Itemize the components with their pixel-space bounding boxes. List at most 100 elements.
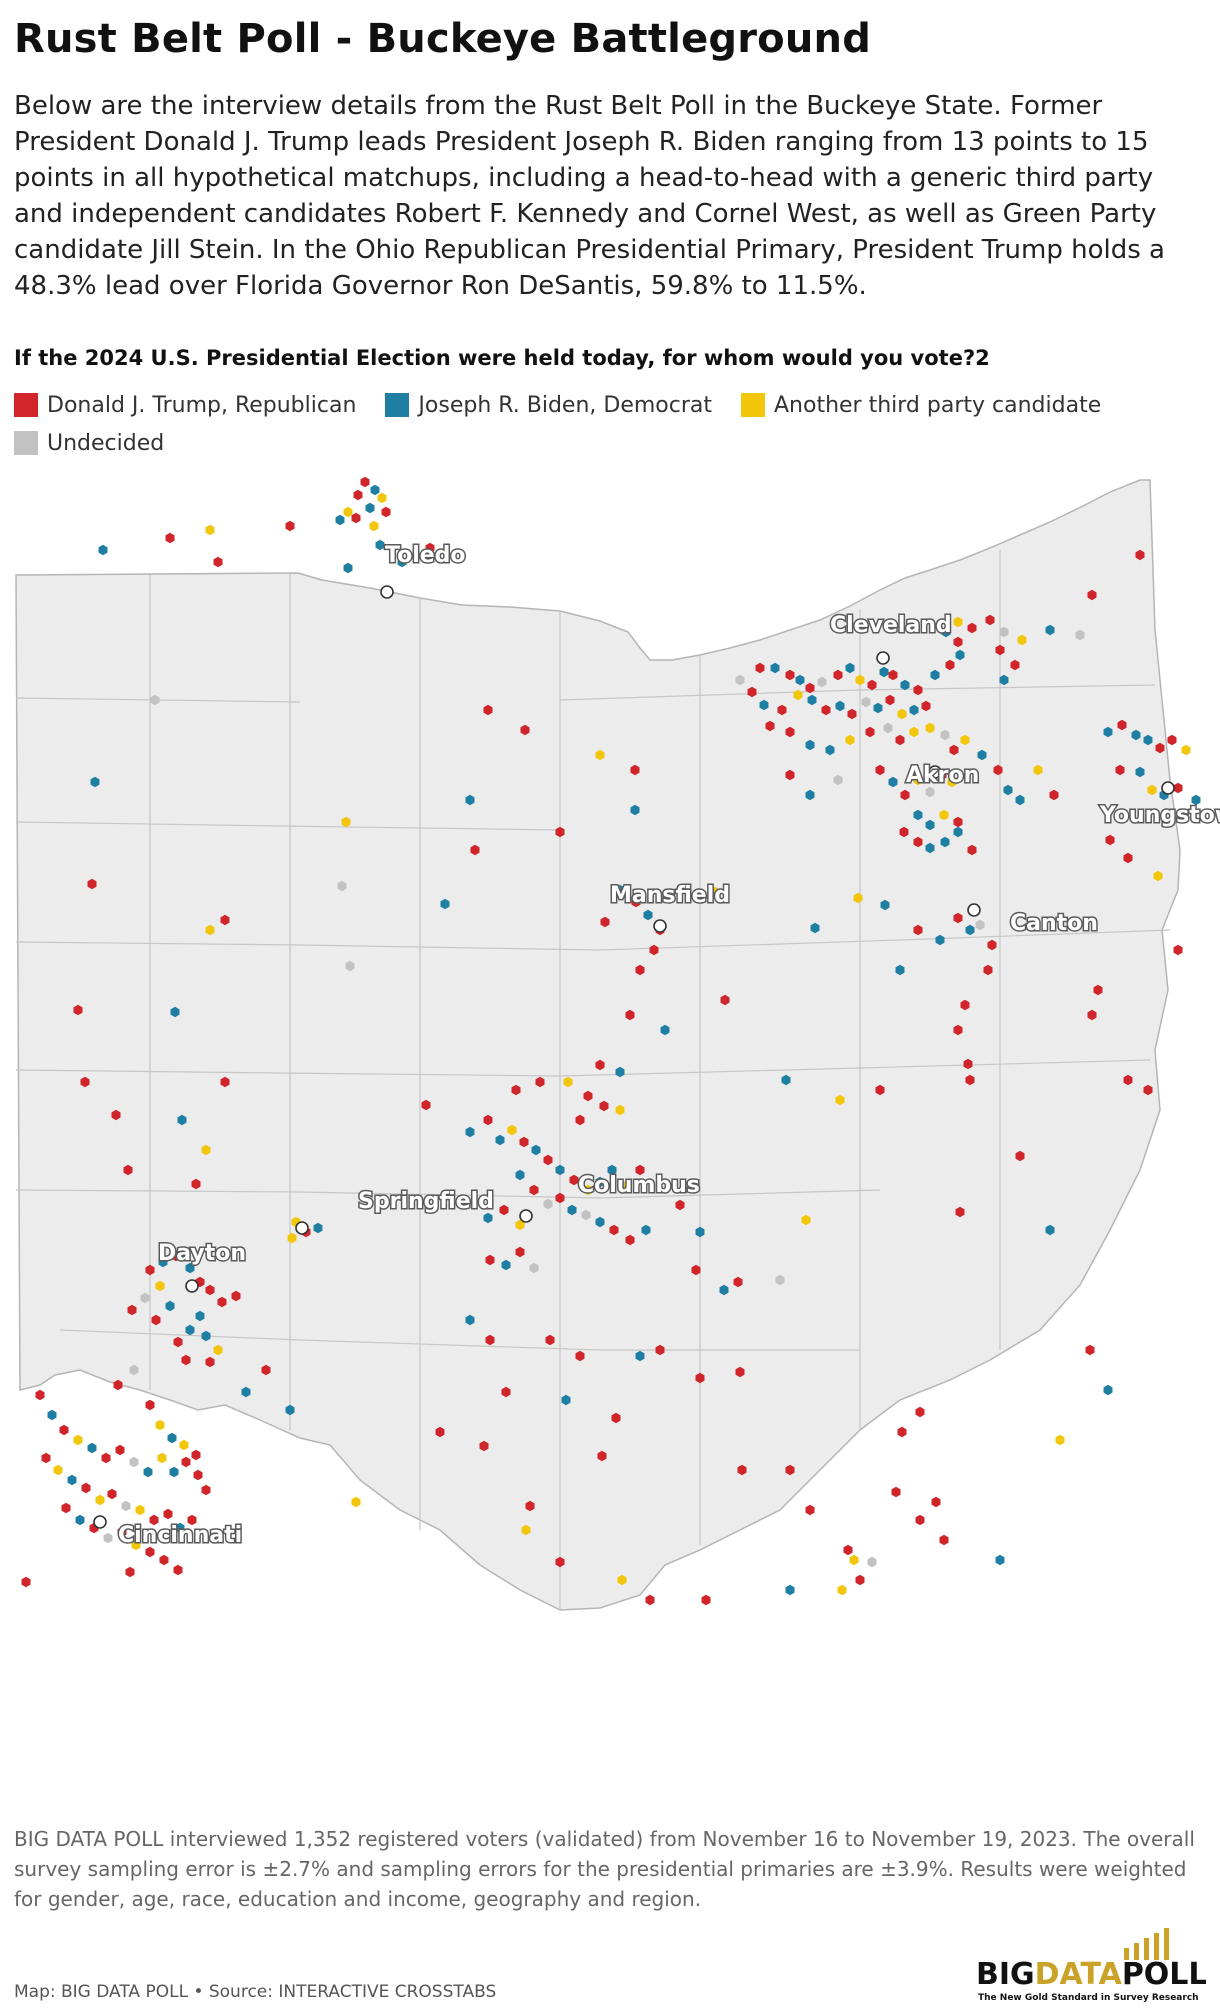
marker-trump	[945, 659, 955, 671]
marker-undecided	[883, 722, 893, 734]
marker-third-party	[845, 734, 855, 746]
marker-third-party	[615, 1104, 625, 1116]
marker-trump	[865, 726, 875, 738]
marker-trump	[220, 914, 230, 926]
marker-trump	[735, 1366, 745, 1378]
marker-trump	[913, 836, 923, 848]
marker-biden	[47, 1409, 57, 1421]
marker-undecided	[140, 1292, 150, 1304]
marker-biden	[195, 1310, 205, 1322]
marker-trump	[545, 1334, 555, 1346]
poll-question: If the 2024 U.S. Presidential Election w…	[14, 346, 990, 370]
marker-undecided	[529, 1262, 539, 1274]
logo-text-data: DATA	[1035, 1957, 1123, 1992]
marker-trump	[181, 1354, 191, 1366]
marker-trump	[187, 1514, 197, 1526]
marker-third-party	[343, 506, 353, 518]
marker-trump	[1015, 1150, 1025, 1162]
marker-undecided	[345, 960, 355, 972]
marker-undecided	[940, 729, 950, 741]
marker-trump	[955, 1206, 965, 1218]
marker-trump	[101, 1452, 111, 1464]
marker-trump	[953, 912, 963, 924]
marker-biden	[607, 1164, 617, 1176]
marker-biden	[90, 776, 100, 788]
marker-trump	[81, 1482, 91, 1494]
marker-trump	[535, 1076, 545, 1088]
marker-biden	[595, 1176, 605, 1188]
marker-third-party	[179, 1439, 189, 1451]
marker-biden	[98, 544, 108, 556]
marker-trump	[899, 826, 909, 838]
marker-third-party	[617, 1574, 627, 1586]
marker-biden	[170, 1006, 180, 1018]
marker-trump	[655, 1344, 665, 1356]
marker-trump	[995, 644, 1005, 656]
marker-biden	[873, 702, 883, 714]
marker-trump	[21, 1576, 31, 1588]
legend-label-third-party: Another third party candidate	[774, 392, 1102, 418]
marker-trump	[529, 1184, 539, 1196]
marker-trump	[611, 1412, 621, 1424]
marker-trump	[181, 1456, 191, 1468]
marker-trump	[231, 1290, 241, 1302]
marker-third-party	[855, 674, 865, 686]
marker-third-party	[287, 1232, 297, 1244]
marker-trump	[967, 844, 977, 856]
marker-trump	[785, 726, 795, 738]
marker-trump	[470, 844, 480, 856]
marker-biden	[595, 1216, 605, 1228]
marker-trump	[867, 679, 877, 691]
marker-trump	[117, 1526, 127, 1538]
marker-biden	[531, 1144, 541, 1156]
marker-biden	[1191, 794, 1201, 806]
city-label-cleveland: Cleveland	[830, 613, 952, 638]
marker-biden	[925, 819, 935, 831]
marker-biden	[660, 1024, 670, 1036]
marker-biden	[879, 666, 889, 678]
marker-trump	[720, 994, 730, 1006]
city-label-mansfield: Mansfield	[610, 883, 730, 908]
county-borders	[15, 550, 1171, 1610]
marker-third-party	[849, 1554, 859, 1566]
marker-trump	[127, 1304, 137, 1316]
logo-text-big: BIG	[976, 1957, 1035, 1992]
marker-biden	[440, 898, 450, 910]
marker-undecided	[925, 786, 935, 798]
marker-trump	[1143, 1084, 1153, 1096]
marker-trump	[145, 1399, 155, 1411]
marker-third-party	[953, 616, 963, 628]
marker-biden	[615, 884, 625, 896]
marker-trump	[1115, 764, 1125, 776]
legend-item-third-party: Another third party candidate	[741, 386, 1101, 424]
source-footer: Map: BIG DATA POLL • Source: INTERACTIVE…	[14, 1982, 497, 2002]
marker-trump	[171, 1250, 181, 1262]
marker-third-party	[947, 776, 957, 788]
marker-trump	[1049, 789, 1059, 801]
marker-trump	[600, 916, 610, 928]
ohio-state-shape	[15, 479, 1181, 1611]
legend-item-trump: Donald J. Trump, Republican	[14, 386, 356, 424]
marker-trump	[649, 944, 659, 956]
marker-trump	[569, 1174, 579, 1186]
marker-biden	[175, 1522, 185, 1534]
marker-third-party	[801, 1214, 811, 1226]
marker-trump	[895, 734, 905, 746]
marker-trump	[691, 1264, 701, 1276]
marker-third-party	[793, 689, 803, 701]
marker-undecided	[103, 1532, 113, 1544]
marker-biden	[615, 1066, 625, 1078]
marker-trump	[191, 1178, 201, 1190]
marker-biden	[177, 1114, 187, 1126]
marker-biden	[695, 1226, 705, 1238]
marker-trump	[987, 939, 997, 951]
marker-biden	[880, 899, 890, 911]
ohio-map-svg: Toledo Cleveland Akron Youngstown Mansfield C…	[15, 476, 1220, 1611]
marker-trump	[145, 1546, 155, 1558]
marker-biden	[909, 704, 919, 716]
marker-undecided	[775, 1274, 785, 1286]
city-label-dayton: Dayton	[158, 1241, 246, 1266]
marker-trump	[575, 1114, 585, 1126]
marker-undecided	[129, 1456, 139, 1468]
marker-trump	[747, 686, 757, 698]
